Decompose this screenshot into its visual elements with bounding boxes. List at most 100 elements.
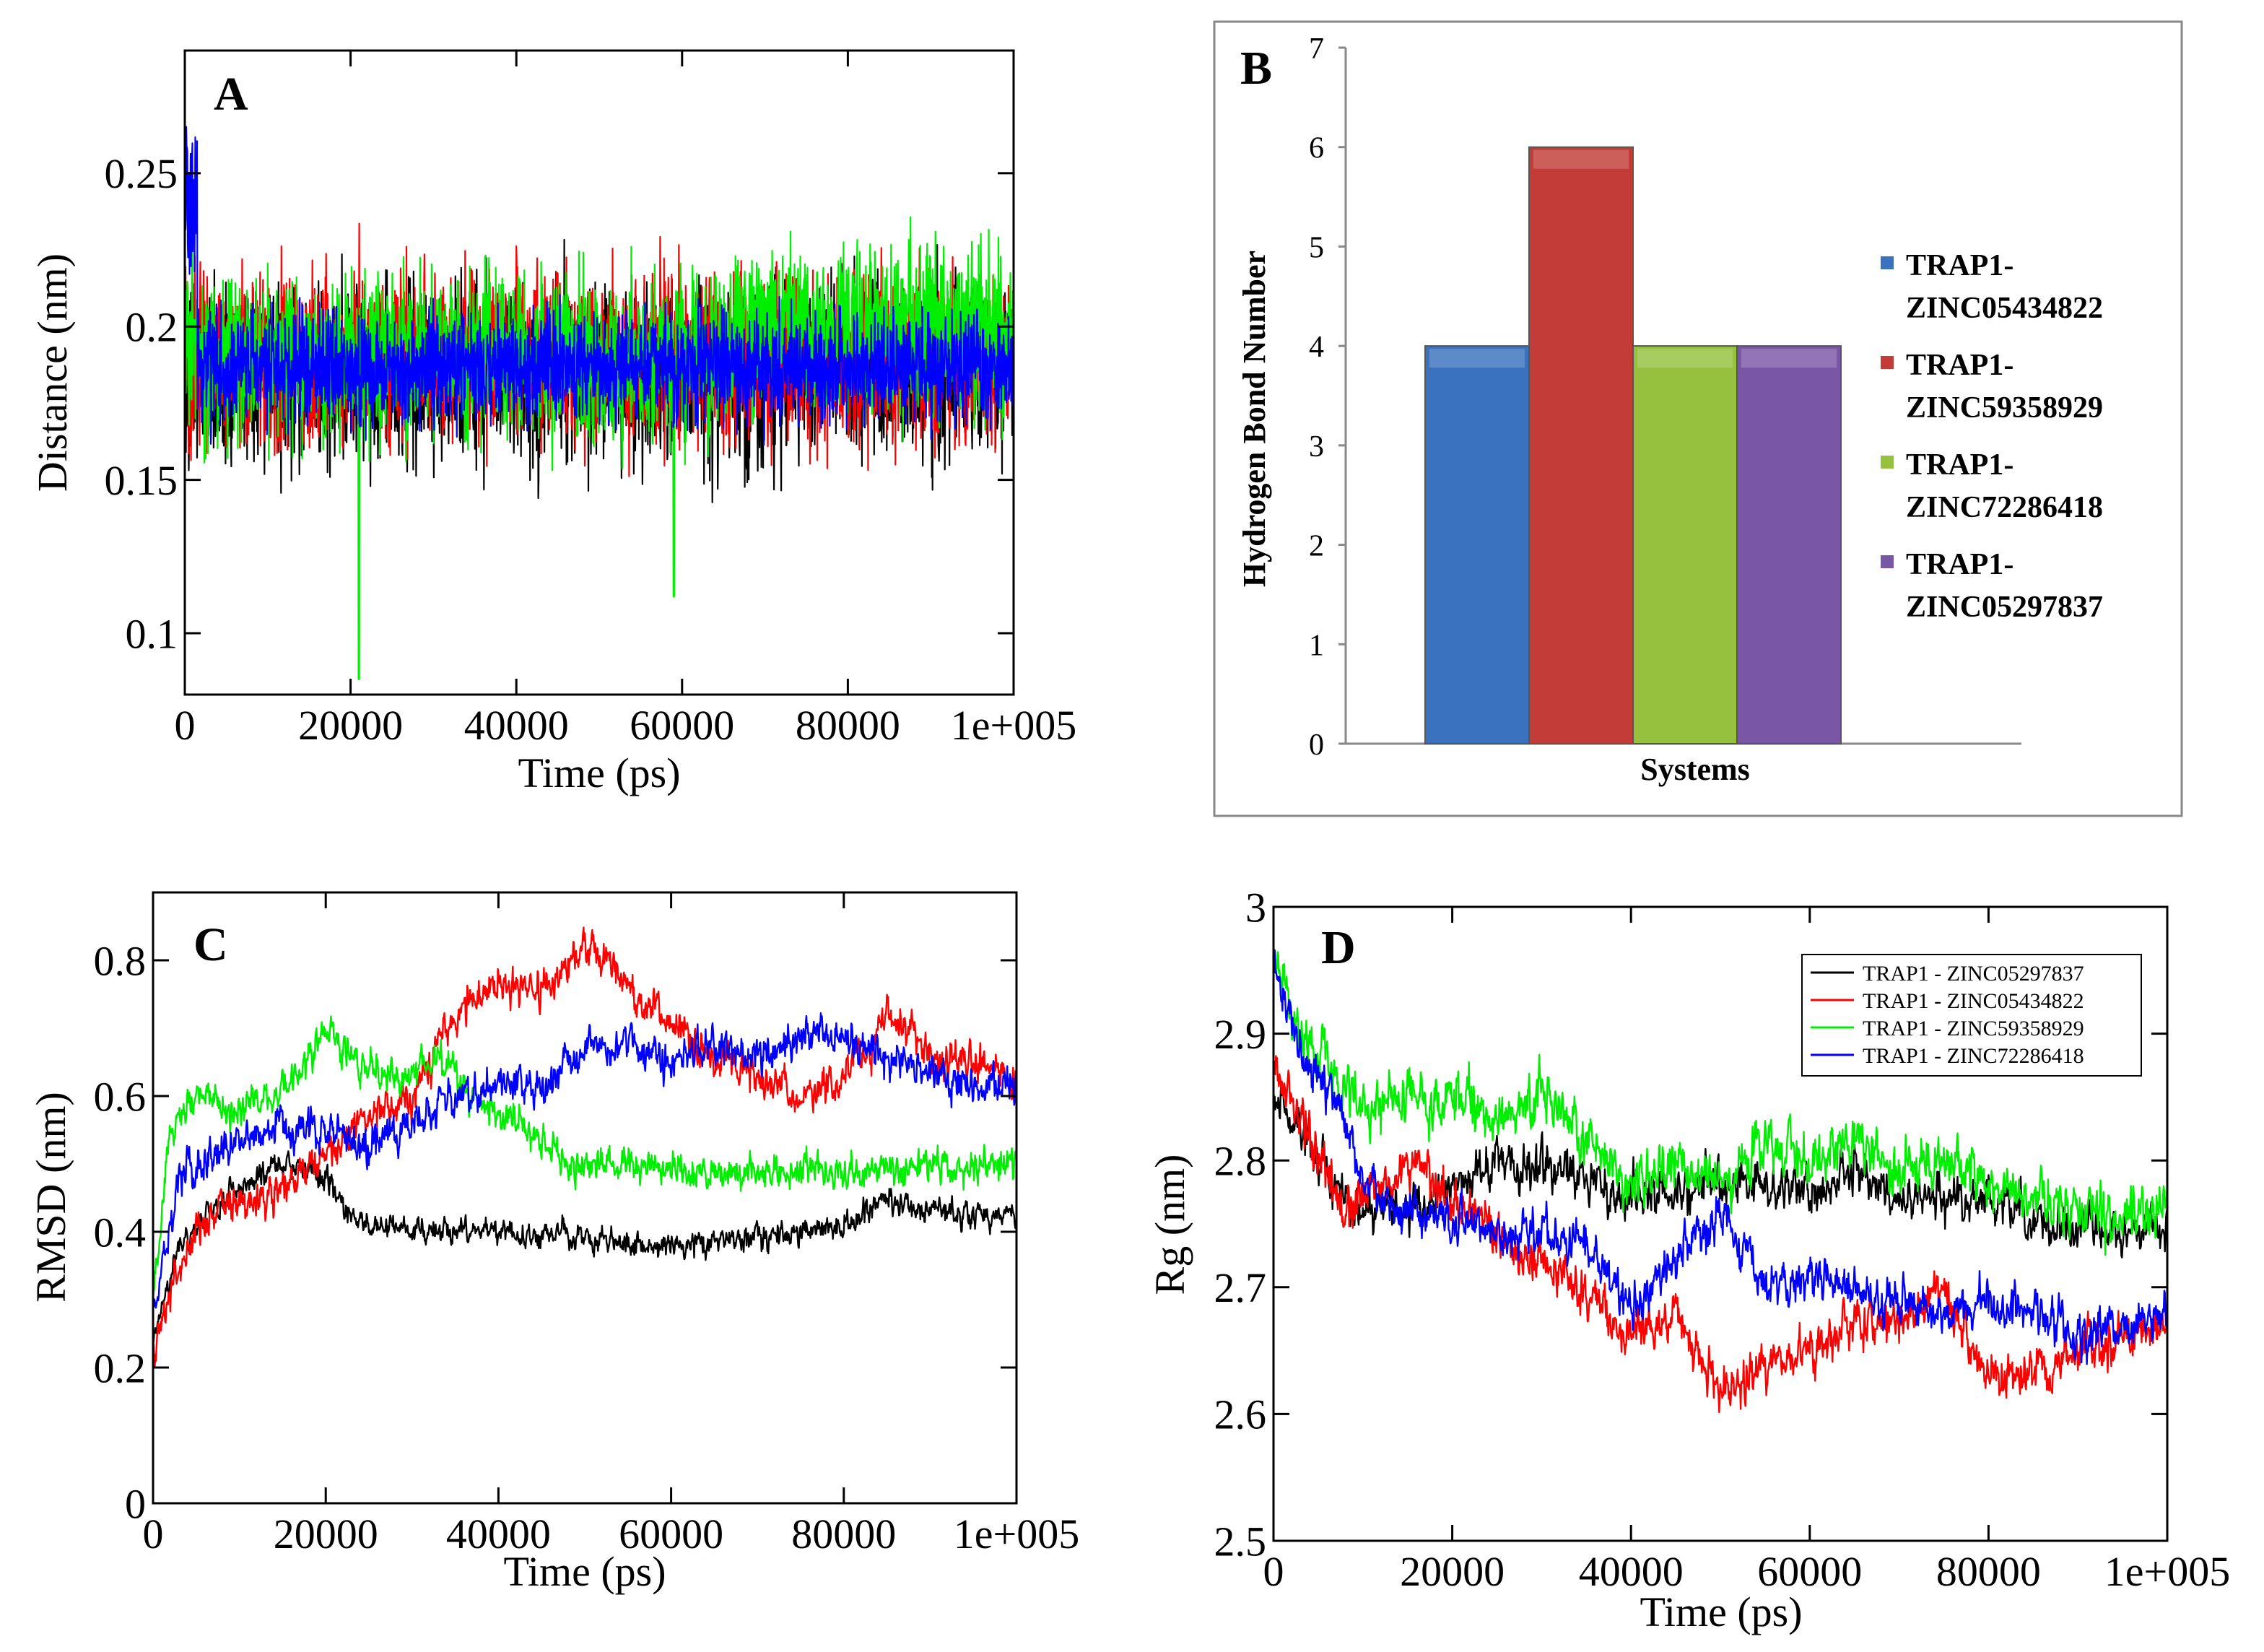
panel-a-xtick-label: 1e+005	[951, 702, 1076, 749]
legend-entry-1-line-1: TRAP1-	[1906, 249, 2013, 282]
panel-d-xtick-label: 1e+005	[2104, 1548, 2230, 1595]
panel-d-series-1	[1272, 1082, 2169, 1258]
panel-a-xtick-label: 60000	[630, 702, 734, 749]
panel-d-ytick-label: 2.5	[1214, 1518, 1267, 1565]
panel-c-xtick-label: 40000	[446, 1510, 551, 1557]
panel-b-bar-highlight-3	[1637, 349, 1733, 368]
panel-d-ytick-label: 3	[1245, 884, 1266, 931]
panel-b-ytick-label: 1	[1309, 629, 1324, 662]
panel-d-legend: TRAP1 - ZINC05297837 TRAP1 - ZINC0543482…	[1801, 954, 2142, 1077]
panel-c-ytick-label: 0.2	[94, 1344, 147, 1391]
panel-c-series-3	[152, 1015, 1018, 1301]
panel-b-label: B	[1240, 42, 1272, 95]
legend-text-2: TRAP1 - ZINC05434822	[1863, 989, 2084, 1013]
panel-b-bar-1	[1424, 345, 1530, 744]
legend-entry-4-line-1: TRAP1-	[1906, 548, 2013, 581]
panel-c-series	[152, 926, 1018, 1368]
panel-c-ylabel: RMSD (nm)	[27, 1092, 74, 1303]
panel-d-series	[1272, 949, 2169, 1414]
panel-d-ylabel: Rg (nm)	[1146, 1155, 1193, 1295]
panel-c-ytick-label: 0.6	[94, 1073, 147, 1120]
panel-c: 0 20000 40000 60000 80000 1e+005 0 0.2 0.4 0.6 0.8…	[27, 891, 1079, 1595]
panel-a-xtick-label: 20000	[298, 702, 403, 749]
panel-b-ticks: 0 1 2 3 4 5 6 7	[1309, 32, 1346, 762]
panel-c-xtick-label: 80000	[791, 1510, 896, 1557]
panel-b-legend: TRAP1- ZINC05434822 TRAP1- ZINC59358929 …	[1881, 249, 2103, 624]
panel-c-xlabel: Time (ps)	[503, 1548, 666, 1595]
panel-c-xtick-label: 0	[143, 1510, 164, 1557]
panel-b-xlabel: Systems	[1640, 752, 1750, 787]
panel-a-ylabel: Distance (nm)	[29, 253, 76, 492]
panel-c-ytick-label: 0	[125, 1480, 146, 1527]
panel-b-ytick-label: 7	[1309, 32, 1324, 66]
panel-d-xtick-label: 40000	[1579, 1548, 1684, 1595]
panel-d-xtick-label: 60000	[1757, 1548, 1862, 1595]
panel-a-ytick-label: 0.1	[126, 610, 178, 657]
panel-d-plot-frame	[1272, 905, 2169, 1542]
panel-a-ytick-label: 0.15	[105, 457, 178, 504]
panel-d-ytick-label: 2.7	[1214, 1264, 1267, 1311]
panel-a-plot-frame	[183, 49, 1015, 696]
legend-entry-2-line-1: TRAP1-	[1906, 349, 2013, 382]
panel-d-series-3	[1272, 950, 2169, 1256]
legend-text-4: TRAP1 - ZINC72286418	[1863, 1044, 2084, 1068]
panel-d-legend-box	[1801, 954, 2142, 1077]
panel-d-series-4	[1272, 949, 2169, 1365]
legend-entry-4-line-2: ZINC05297837	[1906, 591, 2103, 624]
legend-entry-3-line-1: TRAP1-	[1906, 448, 2013, 482]
panel-b-ytick-label: 0	[1309, 729, 1324, 762]
panel-b-ytick-label: 5	[1309, 231, 1324, 264]
panel-d-label: D	[1321, 921, 1356, 974]
legend-swatch-1	[1881, 256, 1894, 269]
panel-a-ytick-label: 0.2	[126, 304, 178, 351]
panel-a-series	[183, 126, 1015, 680]
panel-a-ticks: 0 20000 40000 60000 80000 1e+005 0.1 0.15 0.2 0.2…	[105, 51, 1076, 749]
panel-b-bar-2	[1528, 146, 1634, 744]
legend-entry-3-line-2: ZINC72286418	[1906, 491, 2103, 524]
panel-b-bar-highlight-1	[1429, 349, 1525, 368]
panel-b-ylabel: Hydrogen Bond Number	[1237, 251, 1272, 587]
panel-b-bar-3	[1632, 345, 1738, 744]
panel-a-xtick-label: 40000	[464, 702, 569, 749]
panel-d: 0 20000 40000 60000 80000 1e+005 2.5 2.6 2.7 2.8 2…	[1146, 884, 2230, 1635]
panel-b-ytick-label: 3	[1309, 430, 1324, 464]
panel-b-bars	[1424, 146, 1842, 744]
panel-a-series-blue	[183, 126, 1015, 446]
panel-b: 0 1 2 3 4 5 6 7 TRAP1- ZINC05434822 TRAP1- ZINC…	[1213, 20, 2183, 817]
panel-d-ytick-label: 2.8	[1214, 1138, 1267, 1185]
panel-b-ytick-label: 4	[1309, 331, 1324, 364]
panel-c-xtick-label: 1e+005	[954, 1510, 1079, 1557]
panel-a-xlabel: Time (ps)	[518, 749, 680, 796]
panel-b-border	[1213, 20, 2183, 817]
panel-b-bar-4	[1736, 345, 1842, 744]
panel-d-xtick-label: 0	[1263, 1548, 1284, 1595]
legend-swatch-3	[1881, 456, 1894, 469]
panel-c-label: C	[193, 918, 228, 971]
panel-a-xtick-label: 80000	[796, 702, 900, 749]
legend-text-3: TRAP1 - ZINC59358929	[1863, 1017, 2084, 1040]
panel-d-ticks: 0 20000 40000 60000 80000 1e+005 2.5 2.6 2.7 2.8 2…	[1214, 884, 2231, 1595]
panel-a-xtick-label: 0	[175, 702, 196, 749]
panel-c-ytick-label: 0.4	[94, 1209, 147, 1256]
panel-a: 0 20000 40000 60000 80000 1e+005 0.1 0.15 0.2 0.2…	[29, 49, 1076, 796]
legend-text-1: TRAP1 - ZINC05297837	[1863, 962, 2084, 986]
panel-d-ytick-label: 2.6	[1214, 1391, 1267, 1438]
panel-a-ytick-label: 0.25	[105, 150, 178, 197]
panel-b-ytick-label: 2	[1309, 530, 1324, 563]
legend-entry-2-line-2: ZINC59358929	[1906, 391, 2103, 425]
legend-entry-1-line-2: ZINC05434822	[1906, 292, 2103, 325]
panel-d-ytick-label: 2.9	[1214, 1011, 1267, 1058]
panel-b-bar-highlight-4	[1741, 349, 1837, 368]
panel-a-label: A	[214, 68, 248, 121]
panel-c-ticks: 0 20000 40000 60000 80000 1e+005 0 0.2 0.4 0.6 0.8	[94, 892, 1079, 1557]
panel-d-xlabel: Time (ps)	[1640, 1588, 1802, 1635]
panel-c-xtick-label: 60000	[619, 1510, 723, 1557]
panel-d-series-2	[1272, 1055, 2169, 1414]
panel-b-bar-highlight-2	[1533, 149, 1629, 169]
panel-c-plot-frame	[152, 891, 1018, 1505]
legend-swatch-2	[1881, 356, 1894, 369]
panel-c-xtick-label: 20000	[274, 1510, 378, 1557]
panel-c-series-4	[152, 1012, 1018, 1309]
panel-b-ytick-label: 6	[1309, 132, 1324, 165]
